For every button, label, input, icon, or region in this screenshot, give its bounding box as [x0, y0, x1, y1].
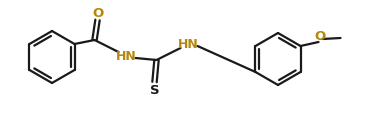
Text: HN: HN [116, 50, 137, 63]
Text: O: O [92, 6, 103, 19]
Text: S: S [150, 84, 159, 97]
Text: HN: HN [178, 38, 199, 51]
Text: O: O [314, 29, 325, 42]
